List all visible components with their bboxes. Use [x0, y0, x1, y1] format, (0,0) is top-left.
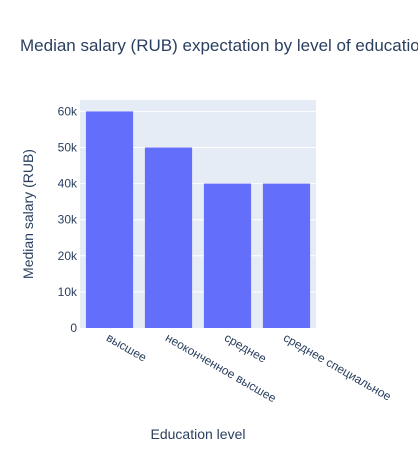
bars — [85, 111, 311, 328]
y-tick-label: 40k — [58, 177, 78, 191]
y-tick-label: 0 — [70, 321, 77, 335]
x-axis-title: Education level — [151, 426, 246, 442]
y-tick-label: 20k — [58, 249, 78, 263]
bar — [262, 183, 311, 328]
y-tick-label: 50k — [58, 140, 78, 154]
y-tick-label: 10k — [58, 285, 78, 299]
chart-title: Median salary (RUB) expectation by level… — [20, 36, 418, 55]
x-tick-label: среднее — [222, 330, 269, 365]
bar — [144, 147, 193, 328]
bar — [85, 111, 134, 328]
bar — [203, 183, 252, 328]
y-tick-label: 60k — [58, 104, 78, 118]
y-axis-ticks: 0 10k 20k 30k 40k 50k 60k — [58, 104, 78, 335]
x-tick-label: неоконченное высшее — [163, 330, 279, 405]
x-tick-label: высшее — [104, 330, 149, 364]
y-axis-title: Median salary (RUB) — [20, 149, 36, 279]
y-tick-label: 30k — [58, 213, 78, 227]
x-tick-label: среднее специальное — [281, 330, 394, 403]
